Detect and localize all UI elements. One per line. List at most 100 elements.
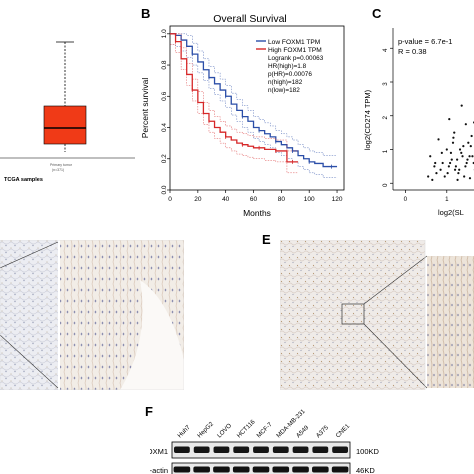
- blot-band-actin: [232, 466, 250, 473]
- boxplot-box: [43, 105, 87, 145]
- panel-letter-b: B: [141, 6, 151, 21]
- scatter-point: [457, 172, 460, 175]
- scatter-y-tick-label: 0: [382, 183, 389, 187]
- survival-y-tick-label: 1.0: [161, 29, 168, 38]
- scatter-point: [440, 151, 443, 154]
- scatter-point: [468, 155, 471, 158]
- panel-a-boxplot: Primary tumor (n=371) TCGA samples: [0, 41, 135, 183]
- stat-p-hr: p(HR)=0.00076: [268, 71, 312, 78]
- blot-band-actin: [272, 466, 290, 473]
- scatter-y-tick-label: 1: [382, 149, 389, 153]
- legend-label-high: High FOXM1 TPM: [268, 47, 322, 54]
- blot-label-actin: β-actin: [150, 466, 168, 474]
- blot-lane-label: CNE1: [335, 422, 352, 439]
- blot-band-foxm1: [253, 446, 269, 453]
- scatter-point: [435, 172, 438, 175]
- scatter-x-tick-label: 1: [445, 196, 449, 203]
- scatter-y-tick-label: 4: [382, 48, 389, 52]
- scatter-point: [427, 175, 430, 178]
- survival-y-axis-label: Percent survival: [140, 78, 150, 139]
- scatter-point: [453, 168, 457, 171]
- survival-plot-frame: [169, 25, 345, 191]
- survival-y-tick-label: 0.0: [161, 185, 168, 194]
- scatter-point: [466, 158, 469, 161]
- blot-bands-actin: [173, 466, 349, 473]
- survival-curve-low: [170, 33, 338, 168]
- survival-x-tick-label: 100: [304, 196, 315, 203]
- survival-ci-low-lower: [170, 44, 338, 178]
- blot-band-foxm1: [292, 446, 309, 453]
- ihc-d-vessel-lumen: [120, 280, 184, 390]
- scatter-point: [448, 118, 451, 121]
- scatter-point: [441, 161, 444, 165]
- blot-lane-label: MCF-7: [255, 421, 274, 440]
- blot-lane-label: HepG2: [196, 420, 215, 439]
- stat-n-low: n(low)=182: [268, 87, 300, 94]
- scatter-point: [454, 165, 457, 168]
- scatter-y-axis-label: log2(CD274 TPM): [363, 89, 372, 150]
- ihc-d-overview: [0, 240, 58, 390]
- blot-band-actin: [292, 466, 309, 473]
- blot-band-foxm1: [213, 446, 230, 453]
- scatter-point: [437, 138, 440, 141]
- blot-band-foxm1: [272, 446, 289, 453]
- blot-band-foxm1: [332, 446, 349, 453]
- blot-lane-label: A549: [295, 424, 311, 440]
- blot-band-actin: [173, 466, 191, 473]
- scatter-point: [464, 123, 467, 126]
- scatter-point: [469, 145, 472, 148]
- survival-x-tick-label: 0: [168, 196, 172, 203]
- scatter-point: [431, 178, 434, 181]
- survival-x-axis-label: Months: [243, 208, 271, 218]
- scatter-x-axis-label: log2(SL: [438, 208, 464, 217]
- blot-band-actin: [252, 466, 270, 473]
- scatter-point: [449, 151, 453, 154]
- scatter-point: [456, 178, 459, 181]
- blot-size-foxm1: 100KD: [356, 447, 380, 456]
- panel-a-sample-label: TCGA samples: [4, 177, 43, 183]
- blot-lane-label: HCT116: [236, 418, 257, 439]
- survival-ci-low-upper: [170, 33, 338, 156]
- survival-chart: Overall Survival 0.0 0.2 0.4 0.6 0.8 1.0 0 20 4…: [140, 13, 345, 218]
- panel-a-tiny-label-1: Primary tumor: [50, 163, 73, 167]
- blot-lane-label: LOVO: [216, 422, 233, 439]
- scatter-point: [458, 148, 462, 151]
- scatter-y-tick-label: 2: [382, 115, 389, 119]
- scatter-annotation-p: p-value = 6.7e-1: [398, 37, 452, 46]
- scatter-points: [427, 104, 474, 181]
- survival-legend: Low FOXM1 TPM High FOXM1 TPM Logrank p=0…: [256, 39, 324, 94]
- survival-curves: [170, 33, 338, 178]
- stat-logrank: Logrank p=0.00063: [268, 55, 324, 62]
- blot-band-actin: [193, 466, 210, 473]
- scatter-point: [467, 141, 470, 144]
- ihc-e-zoom-line-bottom: [363, 323, 428, 389]
- stat-n-high: n(high)=182: [268, 79, 303, 86]
- blot-band-actin: [312, 466, 329, 473]
- blot-band-foxm1: [312, 446, 329, 453]
- ihc-d-zoom-line-top: [0, 241, 59, 269]
- survival-y-ticks: 0.0 0.2 0.4 0.6 0.8 1.0: [161, 29, 170, 195]
- blot-band-foxm1: [193, 446, 210, 453]
- survival-x-tick-label: 20: [194, 196, 202, 203]
- scatter-point: [458, 168, 461, 171]
- blot-size-actin: 46KD: [356, 466, 375, 474]
- scatter-point: [446, 172, 449, 175]
- survival-x-tick-label: 60: [250, 196, 258, 203]
- blot-band-foxm1: [233, 446, 250, 453]
- scatter-point: [450, 158, 453, 161]
- ihc-e-overview: [280, 240, 425, 390]
- scatter-y-ticks: 0 1 2 3 4: [382, 47, 393, 187]
- survival-ci-high-lower: [170, 44, 299, 174]
- blot-lane-label: Huh7: [176, 424, 192, 440]
- correlation-scatter: 0 1 2 3 4 0 1 2 p-value = 6.7e-1 R = 0.38 log2…: [363, 28, 474, 217]
- blot-lane-label: A375: [315, 424, 331, 440]
- ihc-panel-e: [280, 240, 474, 390]
- survival-y-tick-label: 0.8: [161, 60, 168, 69]
- ihc-d-zoom-line-bottom: [0, 334, 59, 389]
- ihc-e-zoom-line-top: [363, 255, 428, 305]
- survival-x-tick-label: 80: [278, 196, 286, 203]
- scatter-point: [462, 145, 465, 148]
- survival-curve-high: [170, 33, 299, 163]
- scatter-y-tick-label: 3: [382, 82, 389, 86]
